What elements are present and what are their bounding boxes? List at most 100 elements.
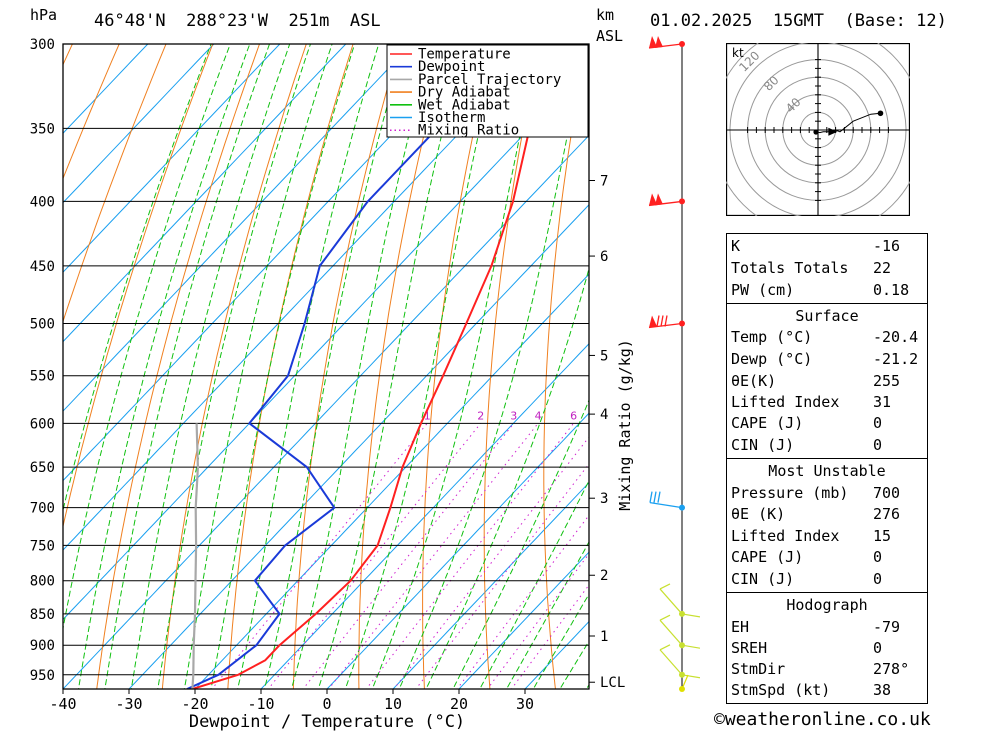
wind-barb: [648, 36, 683, 49]
legend-box: [386, 44, 589, 138]
hodograph-endpoint: [877, 110, 884, 117]
isotherm-line: [63, 44, 281, 273]
km-tick-label: 5: [600, 348, 608, 364]
wind-barb: [659, 614, 700, 649]
mu-row-cape: CAPE (J) 0: [731, 548, 883, 566]
index-row-pw: PW (cm) 0.18: [731, 281, 910, 299]
datetime-label: 01.02.2025 15GMT (Base: 12): [650, 11, 947, 31]
dry-adiabat-line: [63, 44, 167, 323]
surface-row-dewp: Dewp (°C) -21.2: [731, 350, 919, 368]
hodo-row-stmspd: StmSpd (kt) 38: [731, 681, 892, 699]
hodo-row-sreh: SREH 0: [731, 639, 883, 657]
x-tick-label: -30: [115, 695, 142, 713]
surface-row-cape: CAPE (J) 0: [731, 414, 883, 432]
hodograph-unit-label: kt: [732, 46, 744, 60]
isotherm-line: [128, 204, 589, 689]
km-tick-label: 7: [600, 174, 608, 190]
km-tick-label: 2: [600, 568, 608, 584]
hodograph-title: Hodograph: [786, 596, 868, 614]
mixing-ratio-label: 20: [681, 409, 695, 422]
wind-barb: [681, 674, 689, 690]
dry-adiabat-line: [543, 44, 588, 689]
isotherm-line: [63, 44, 347, 343]
wet-adiabat-line: [237, 44, 380, 689]
wet-adiabat-line: [532, 593, 589, 689]
wet-adiabat-line: [210, 44, 356, 689]
legend-entry: Dry Adiabat: [418, 85, 511, 101]
most-unstable-title: Most Unstable: [768, 462, 886, 480]
hodo-row-stmdir: StmDir 278°: [731, 660, 910, 678]
wet-adiabat-line: [398, 44, 587, 689]
credit-link[interactable]: ©weatheronline.co.uk: [714, 709, 931, 730]
pressure-tick-label: 750: [30, 538, 55, 554]
skew-t-chart: 12346810152025 3003504004505005506006507…: [30, 0, 700, 732]
pressure-tick-label: 400: [30, 194, 55, 210]
storm-motion-arrow: [828, 127, 838, 136]
hodograph-origin: [813, 129, 819, 135]
isotherm-line: [194, 273, 589, 689]
isotherm-line: [458, 551, 589, 689]
pressure-tick-label: 600: [30, 416, 55, 432]
isotherm-line: [524, 620, 589, 689]
dry-adiabat-line: [658, 0, 697, 703]
km-unit-label: km: [596, 6, 615, 24]
km-tick-label: 1: [600, 629, 608, 645]
mixing-ratio-line: [365, 422, 574, 689]
mixing-ratio-line: [486, 553, 589, 689]
wet-adiabat-line: [317, 44, 465, 689]
location-title: 46°48'N 288°23'W 251m ASL: [94, 11, 381, 31]
axes: 3003504004505005506006507007508008509009…: [30, 37, 634, 732]
wet-adiabat-line: [290, 44, 434, 689]
wind-barb: [648, 315, 683, 329]
wet-adiabat-line: [63, 44, 212, 513]
isotherm-line: [63, 44, 545, 551]
km-tick-label: 6: [600, 249, 608, 265]
wet-adiabat-line: [157, 44, 312, 689]
legend-entry: Mixing Ratio: [418, 123, 519, 139]
mixing-ratio-line: [415, 463, 589, 689]
pressure-tick-label: 300: [30, 37, 55, 53]
dry-adiabat-line: [358, 44, 448, 689]
km-tick-label: 4: [600, 407, 608, 423]
km-tick-label: 3: [600, 491, 608, 507]
km-tick-label: LCL: [600, 675, 625, 691]
mixing-ratio-label: 15: [652, 409, 666, 422]
wet-adiabat-line: [505, 540, 589, 689]
surface-row-cin: CIN (J) 0: [731, 436, 883, 454]
wet-adiabat-line: [452, 398, 589, 689]
pressure-tick-label: 550: [30, 369, 55, 385]
x-tick-label: -10: [247, 695, 274, 713]
legend-entry: Isotherm: [418, 110, 485, 126]
dry-adiabat-line: [63, 44, 73, 66]
mixing-ratio-line: [393, 436, 589, 689]
surface-title: Surface: [795, 307, 859, 325]
wet-adiabat-line: [104, 44, 271, 689]
background-lines: 12346810152025: [63, 0, 697, 703]
mu-row-li: Lifted Index 15: [731, 527, 892, 545]
indices-panel: K -16 Totals Totals 22 PW (cm) 0.18 Surface…: [726, 233, 928, 704]
hodo-row-eh: EH -79: [731, 618, 901, 636]
legend-entry: Wet Adiabat: [418, 97, 511, 113]
mixing-ratio-line: [328, 422, 539, 689]
profile-temperature: [192, 44, 572, 689]
x-tick-label: -40: [49, 695, 76, 713]
isotherm-line: [63, 134, 589, 689]
profile-dewpoint: [186, 44, 479, 689]
pressure-tick-label: 950: [30, 668, 55, 684]
dry-adiabat-line: [483, 44, 541, 689]
surface-row-temp: Temp (°C) -20.4: [731, 328, 919, 346]
dry-adiabat-line: [96, 44, 261, 689]
dry-adiabat-line: [227, 44, 354, 689]
x-tick-label: 10: [384, 695, 402, 713]
dry-adiabat-line: [422, 44, 494, 689]
mu-row-cin: CIN (J) 0: [731, 570, 883, 588]
dry-adiabat-line: [63, 44, 214, 529]
legend-entry: Parcel Trajectory: [418, 72, 561, 88]
x-tick-label: 30: [516, 695, 534, 713]
wind-barb: [648, 193, 683, 207]
isotherm-line: [63, 65, 589, 621]
index-row-totals: Totals Totals 22: [731, 259, 892, 277]
surface-row-li: Lifted Index 31: [731, 393, 892, 411]
wet-adiabat-line: [130, 44, 291, 689]
